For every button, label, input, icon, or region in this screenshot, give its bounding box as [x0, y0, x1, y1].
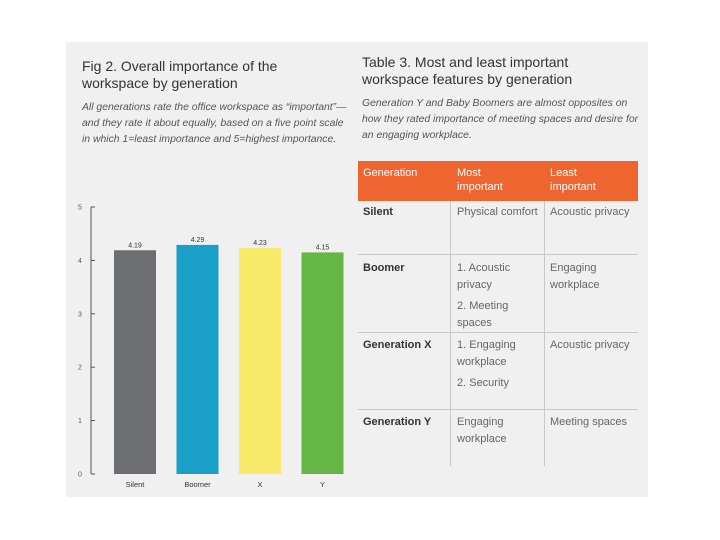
header-most-important: Most important: [457, 167, 503, 193]
features-table: Generation Most important Least importan…: [358, 161, 638, 470]
figure-title: Fig 2. Overall importance of the workspa…: [82, 58, 278, 91]
y-tick-label: 5: [78, 205, 82, 212]
data-label: 4.29: [191, 237, 205, 244]
most-important-item: 1. Acoustic privacy: [457, 262, 511, 291]
most-important-cell: Engaging workplace: [457, 414, 542, 452]
y-tick-label: 0: [78, 472, 82, 479]
table-description: Generation Y and Baby Boomers are almost…: [362, 98, 639, 141]
column-divider: [544, 201, 545, 466]
least-important-cell: Engaging workplace: [550, 262, 600, 291]
most-important-item: Physical comfort: [457, 206, 538, 218]
y-tick-label: 1: [78, 418, 82, 425]
table-row: Generation Y Engaging workplace Meeting …: [358, 410, 638, 470]
column-divider: [450, 201, 451, 466]
data-label: 4.19: [128, 242, 142, 249]
data-label: 4.15: [316, 244, 330, 251]
header-least-important: Least important: [550, 167, 596, 193]
y-tick-label: 4: [78, 258, 82, 265]
table-row: Generation X 1. Engaging workplace 2. Se…: [358, 333, 638, 410]
most-important-item: 2. Meeting spaces: [457, 300, 509, 329]
table-title: Table 3. Most and least important worksp…: [362, 54, 573, 87]
table-row: Boomer 1. Acoustic privacy 2. Meeting sp…: [358, 255, 638, 333]
bar-y: [301, 252, 344, 474]
most-important-cell: 1. Engaging workplace 2. Security: [457, 337, 542, 396]
most-important-item: 1. Engaging workplace: [457, 339, 516, 368]
most-important-item: 2. Security: [457, 377, 509, 389]
y-tick-label: 3: [78, 311, 82, 318]
category-label: Silent: [126, 480, 146, 489]
report-panel: Fig 2. Overall importance of the workspa…: [66, 42, 648, 497]
header-generation: Generation: [363, 167, 418, 179]
bar-boomer: [176, 244, 219, 474]
most-important-cell: Physical comfort: [457, 204, 542, 225]
least-important-cell: Acoustic privacy: [550, 206, 630, 218]
generation-cell: Generation Y: [363, 416, 432, 428]
generation-cell: Generation X: [363, 339, 432, 351]
bar-x: [239, 248, 281, 474]
bar-chart: 0 1 2 3 4 5 4.19 Silent 4.29 Boomer 4.23 X 4.15 Y: [78, 205, 344, 489]
y-tick-label: 2: [78, 365, 82, 372]
table-header-row: Generation Most important Least importan…: [358, 161, 638, 201]
generation-cell: Boomer: [363, 262, 405, 274]
bar-silent: [114, 250, 156, 474]
figure-description: All generations rate the office workspac…: [82, 102, 347, 145]
category-label: X: [257, 480, 262, 489]
most-important-cell: 1. Acoustic privacy 2. Meeting spaces: [457, 260, 542, 336]
generation-cell: Silent: [363, 206, 393, 218]
category-label: Y: [320, 480, 325, 489]
data-label: 4.23: [253, 240, 267, 247]
least-important-cell: Acoustic privacy: [550, 339, 630, 351]
category-label: Boomer: [184, 480, 211, 489]
most-important-item: Engaging workplace: [457, 416, 507, 445]
least-important-cell: Meeting spaces: [550, 416, 628, 428]
table-row: Silent Physical comfort Acoustic privacy: [358, 201, 638, 255]
